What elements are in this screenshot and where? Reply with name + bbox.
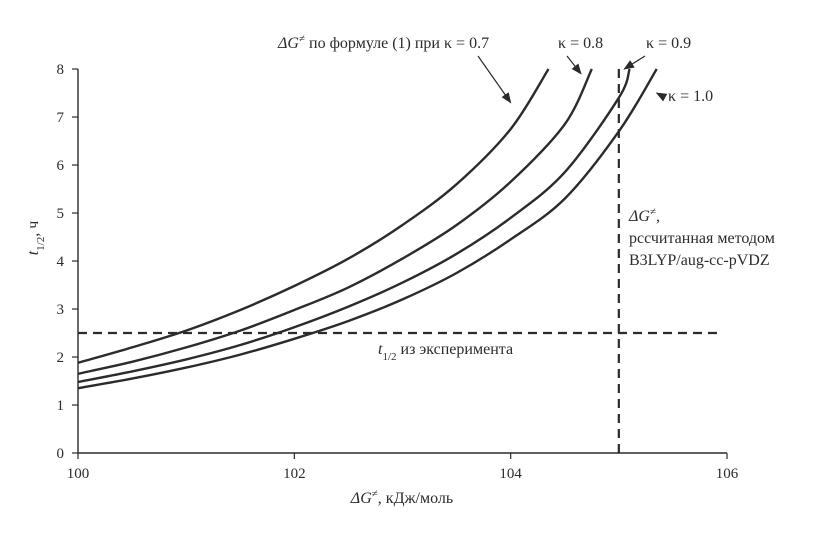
y-tick-label-7: 7 [57,110,65,126]
y-tick-label-6: 6 [57,158,65,174]
y-tick-label-1: 1 [57,398,65,414]
y-tick-label-2: 2 [57,350,65,366]
annotation-arrows [477,55,668,104]
y-tick-label-3: 3 [57,302,65,318]
series-line-2 [77,68,631,384]
series-line-1 [77,68,593,375]
y-axis-label: t1/2, ч [25,221,47,256]
arrow-k10 [655,92,668,102]
y-ticks: 0 1 2 3 4 5 6 7 8 [57,62,78,462]
annotation-experiment: t1/2 из эксперимента [378,341,513,363]
annotation-k09: κ = 0.9 [646,35,691,52]
x-ticks: 100 102 104 106 [67,453,739,482]
arrow-k08 [566,55,582,75]
series-line-0 [77,68,550,364]
svg-text:ΔG≠,: ΔG≠, [628,206,660,225]
annotation-k10: κ = 1.0 [668,88,713,105]
y-tick-label-5: 5 [57,206,65,222]
x-tick-label-0: 100 [67,466,90,482]
y-tick-label-8: 8 [57,62,65,78]
x-tick-label-1: 102 [283,466,306,482]
y-tick-label-0: 0 [57,446,65,462]
arrow-k09 [623,55,646,70]
x-axis-label: ΔG≠, кДж/моль [350,488,453,507]
arrow-k07 [477,55,512,104]
annotation-calc: ΔG≠, рссчитанная методом B3LYP/aug-cc-pV… [628,206,775,269]
x-tick-label-3: 106 [716,466,739,482]
svg-text:B3LYP/aug-cc-pVDZ: B3LYP/aug-cc-pVDZ [629,252,770,269]
x-tick-label-2: 104 [499,466,522,482]
annotation-k08: κ = 0.8 [558,35,603,52]
annotation-k07: ΔG≠ по формуле (1) при κ = 0.7 [277,33,489,52]
y-tick-label-4: 4 [57,254,65,270]
series-group [77,68,658,390]
series-line-3 [77,68,658,390]
svg-text:рссчитанная методом: рссчитанная методом [629,230,775,247]
